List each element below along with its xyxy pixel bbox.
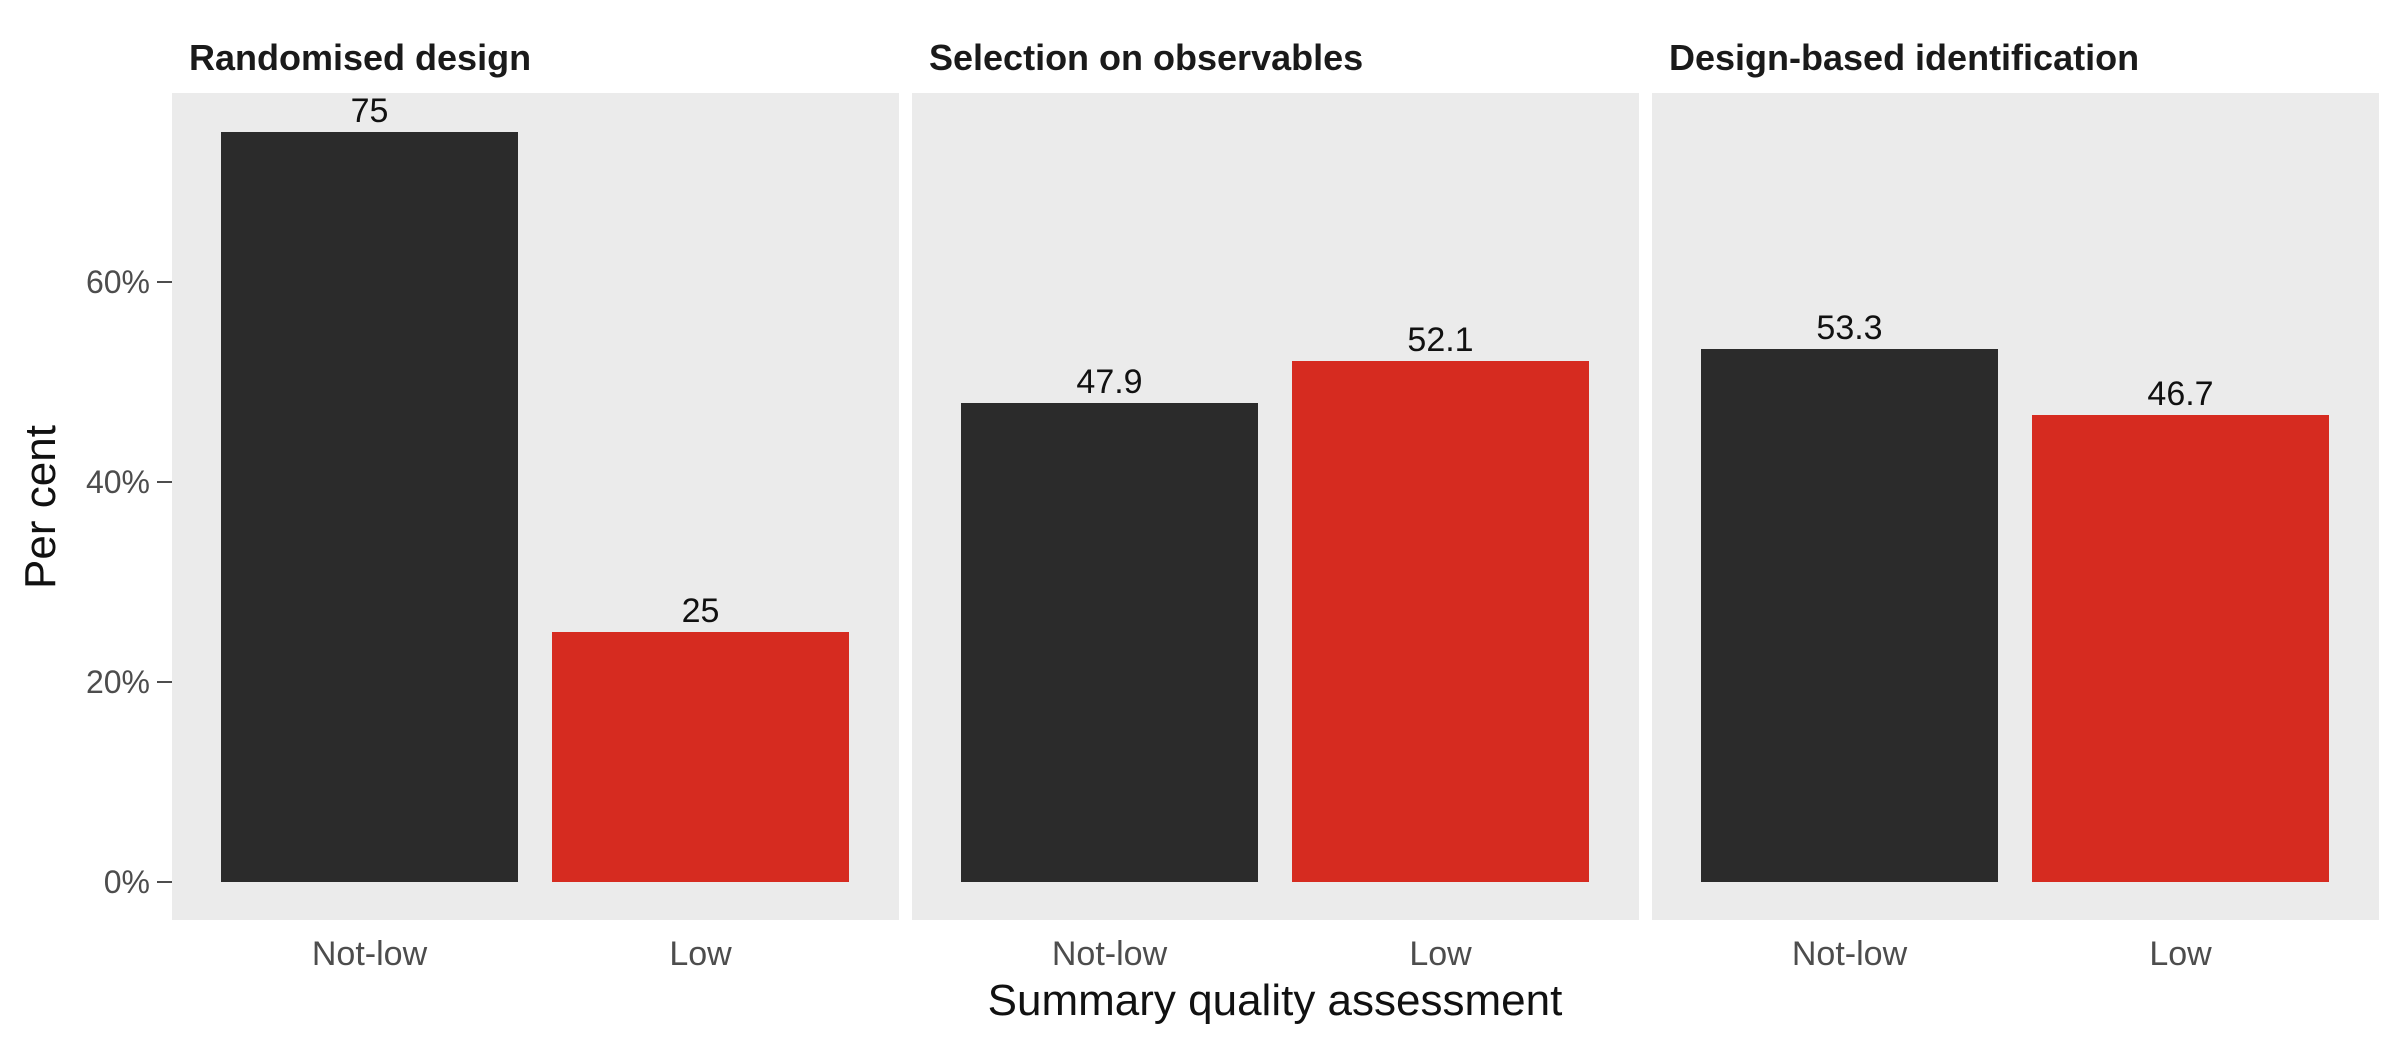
y-tick-label: 40%	[86, 464, 150, 500]
facet-title: Randomised design	[189, 37, 531, 78]
x-tick-label: Not-low	[1792, 935, 1908, 973]
y-axis-title: Per cent	[16, 425, 65, 589]
y-tick-label: 60%	[86, 264, 150, 300]
bar-data-label: 47.9	[1076, 363, 1142, 401]
bar-not-low	[221, 132, 518, 882]
y-axis: 0% 20% 40% 60%	[86, 264, 172, 900]
bar-data-label: 25	[682, 592, 720, 630]
x-axis-title: Summary quality assessment	[988, 976, 1563, 1025]
bar-data-label: 75	[351, 92, 389, 130]
facet-panels: Randomised design75Not-low25LowSelection…	[172, 37, 2379, 973]
bar-low	[2032, 415, 2329, 882]
x-tick-label: Not-low	[312, 935, 428, 973]
bar-low	[1292, 361, 1589, 882]
bar-data-label: 46.7	[2147, 375, 2213, 413]
bar-low	[552, 632, 849, 882]
x-tick-label: Low	[669, 935, 732, 973]
facet-panel: Selection on observables 47.9 Not-low 52.1 L…	[912, 37, 1639, 973]
y-tick-label: 0%	[104, 864, 150, 900]
x-tick-label: Low	[2149, 935, 2212, 973]
bar-data-label: 52.1	[1407, 321, 1473, 359]
bar-not-low	[1701, 349, 1998, 882]
bar-data-label: 53.3	[1816, 309, 1882, 347]
x-tick-label: Not-low	[1052, 935, 1168, 973]
facet-title: Design-based identification	[1669, 37, 2139, 78]
facet-title: Selection on observables	[929, 37, 1363, 78]
facet-panel: Design-based identification 53.3 Not-low 46…	[1652, 37, 2379, 973]
y-tick-label: 20%	[86, 664, 150, 700]
facet-panel: Randomised design 75 Not-low 25 Low	[172, 37, 899, 973]
bar-not-low	[961, 403, 1258, 882]
x-tick-label: Low	[1409, 935, 1472, 973]
